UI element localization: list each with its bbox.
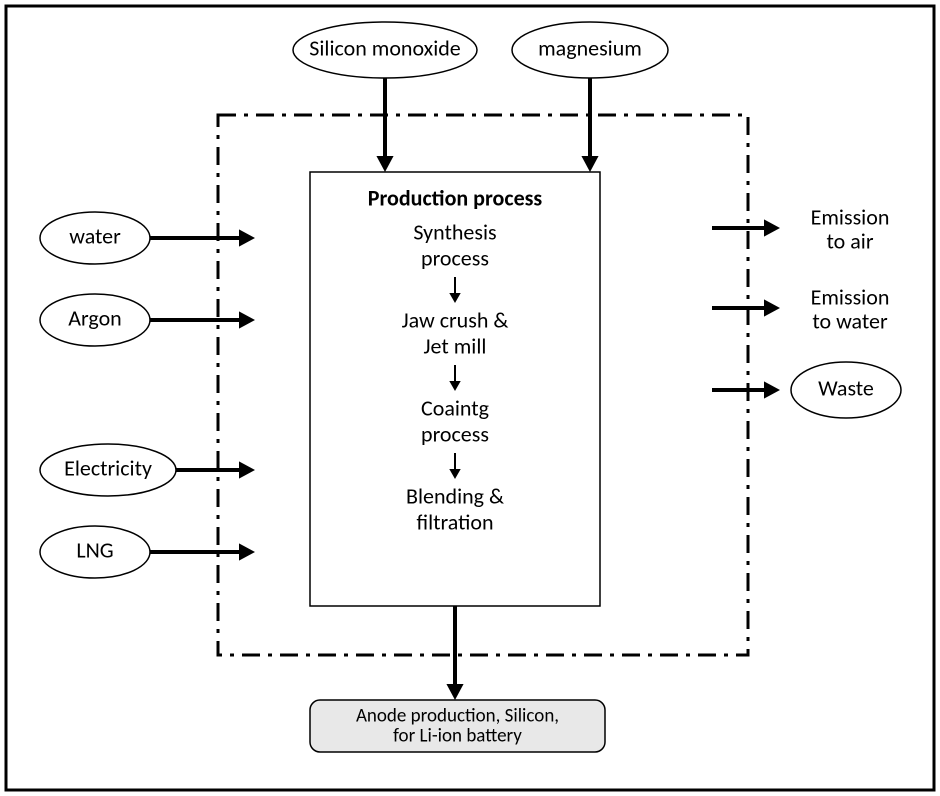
arrow-head-icon	[581, 156, 598, 172]
arrow-head-icon	[239, 311, 255, 328]
process-step-jawcrush: Jet mill	[424, 332, 487, 359]
output-label-emission-air: to air	[827, 227, 874, 254]
arrow-head-icon	[239, 543, 255, 560]
input-label-argon: Argon	[68, 304, 121, 331]
arrow-head-icon	[764, 219, 780, 236]
output-label-waste: Waste	[818, 374, 874, 401]
arrow-head-icon	[764, 381, 780, 398]
input-label-lng: LNG	[76, 536, 113, 563]
process-step-blending: filtration	[416, 508, 493, 535]
production-process-title: Production process	[368, 184, 543, 211]
input-label-electricity: Electricity	[64, 454, 152, 481]
arrow-head-icon	[764, 299, 780, 316]
arrow-head-icon	[446, 684, 463, 700]
input-label-magnesium: magnesium	[538, 34, 642, 61]
output-label-emission-water: Emission	[811, 283, 890, 310]
process-step-coating: process	[421, 420, 489, 447]
process-step-blending: Blending &	[406, 482, 504, 509]
process-step-synthesis: Synthesis	[413, 218, 496, 245]
process-step-coating: Coaintg	[421, 394, 489, 421]
output-label-emission-water: to water	[812, 307, 888, 334]
input-label-silicon-monoxide: Silicon monoxide	[309, 34, 461, 61]
arrow-head-icon	[239, 229, 255, 246]
arrow-head-icon	[376, 156, 393, 172]
process-step-synthesis: process	[421, 244, 489, 271]
input-label-water: water	[69, 222, 121, 249]
process-flow-diagram: Silicon monoxide magnesium water Argon Elect…	[0, 0, 940, 796]
arrow-head-icon	[239, 461, 255, 478]
output-label-emission-air: Emission	[811, 203, 890, 230]
final-output-label: for Li-ion battery	[393, 725, 522, 748]
process-step-jawcrush: Jaw crush &	[402, 306, 509, 333]
